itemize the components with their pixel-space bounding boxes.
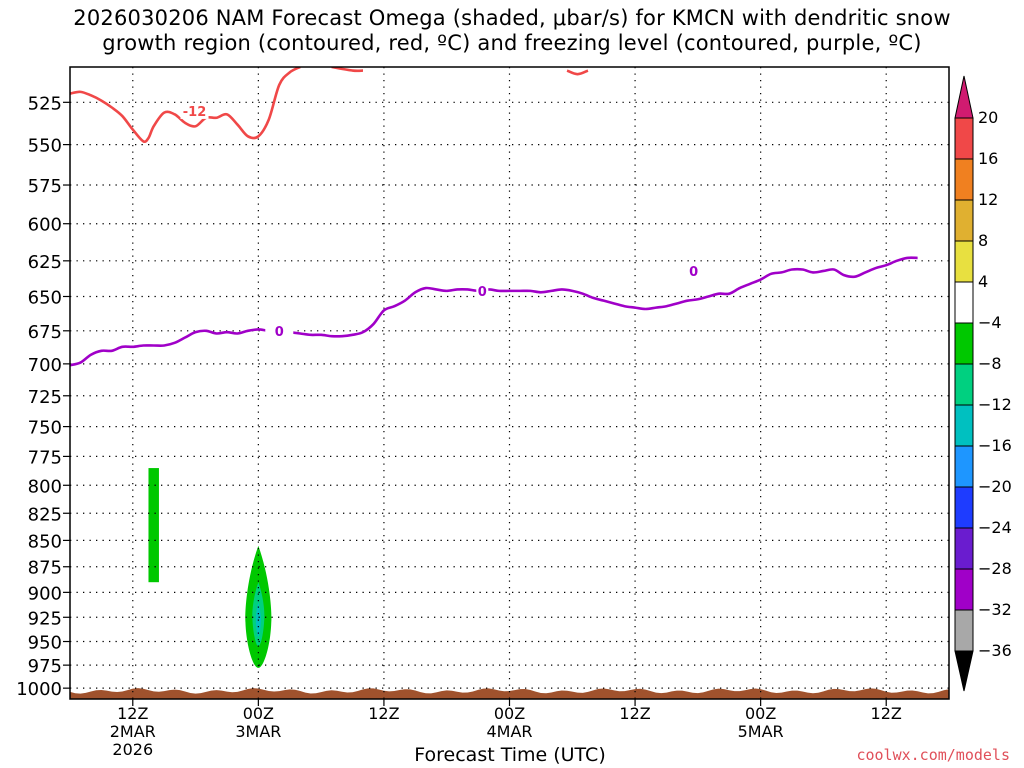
freezing-level-contour — [70, 256, 918, 367]
contour-label-bg — [265, 322, 294, 339]
x-tick-label: 12Z — [117, 704, 148, 723]
x-tick-label: 00Z — [243, 704, 274, 723]
y-tick-label: 725 — [28, 387, 62, 408]
dendritic-growth-contour — [566, 69, 589, 76]
x-axis-title: Forecast Time (UTC) — [414, 744, 606, 766]
colorbar-label: −8 — [978, 354, 1002, 373]
colorbar-label: −32 — [978, 600, 1012, 619]
colorbar-label: 8 — [978, 231, 988, 250]
contour-label: 0 — [478, 285, 487, 300]
colorbar-segment — [954, 568, 974, 611]
colorbar-label: 4 — [978, 272, 988, 291]
colorbar-segment — [954, 363, 974, 406]
contour-label: 0 — [689, 265, 698, 280]
contour-label-bg — [476, 282, 489, 299]
y-tick-label: 775 — [28, 447, 62, 468]
colorbar-top-arrow — [954, 75, 974, 119]
contour-layer — [70, 67, 918, 367]
contour-label-bg — [180, 102, 209, 119]
colorbar-segment — [954, 486, 974, 529]
y-tick-label: 675 — [28, 322, 62, 343]
site-credit: coolwx.com/models — [856, 746, 1010, 764]
y-tick-label: 625 — [28, 252, 62, 273]
chart-title-line-2: growth region (contoured, red, ºC) and f… — [102, 31, 922, 55]
omega-shading-layer — [148, 468, 272, 668]
colorbar-bottom-arrow — [954, 650, 974, 692]
grid-layer — [70, 67, 949, 699]
x-tick-label: 5MAR — [738, 722, 784, 741]
contour-label-layer: -12 0 0 0 — [180, 102, 700, 340]
x-tick-label: 2MAR — [110, 722, 156, 741]
contour-label: -12 — [183, 105, 207, 120]
x-tick-label: 3MAR — [235, 722, 281, 741]
y-tick-label: 850 — [28, 531, 62, 552]
colorbar-label: 12 — [978, 190, 998, 209]
colorbar-label: 16 — [978, 149, 998, 168]
colorbar-segment — [954, 281, 974, 324]
y-tick-label: 600 — [28, 215, 62, 236]
contour-label-bg — [687, 262, 700, 279]
colorbar-segment — [954, 322, 974, 365]
x-tick-label: 00Z — [494, 704, 525, 723]
colorbar-segment — [954, 404, 974, 447]
colorbar-segment — [954, 158, 974, 201]
plot-frame — [69, 66, 950, 700]
y-tick-label: 525 — [28, 93, 62, 114]
colorbar-label: −36 — [978, 641, 1012, 660]
colorbar-label: −16 — [978, 436, 1012, 455]
terrain-surface — [70, 688, 949, 699]
colorbar-segment — [954, 609, 974, 652]
y-tick-label: 550 — [28, 136, 62, 157]
colorbar-label: −12 — [978, 395, 1012, 414]
terrain-layer — [70, 688, 949, 699]
y-tick-label: 575 — [28, 176, 62, 197]
x-tick-label: 12Z — [871, 704, 902, 723]
colorbar-segment — [954, 527, 974, 570]
y-tick-label: 950 — [28, 633, 62, 654]
omega-shade-region — [148, 468, 159, 583]
colorbar-segment — [954, 240, 974, 283]
colorbar-label: −28 — [978, 559, 1012, 578]
y-tick-label: 800 — [28, 476, 62, 497]
y-tick-label: 975 — [28, 656, 62, 677]
colorbar-label: −20 — [978, 477, 1012, 496]
colorbar-label: 20 — [978, 108, 998, 127]
x-tick-label: 4MAR — [486, 722, 532, 741]
x-tick-label: 00Z — [745, 704, 776, 723]
x-tick-label: 2026 — [112, 740, 153, 759]
colorbar: 20 16 12 8 4 −4 −8 −12 −16 −20 −24 −28 −32 −36 — [954, 75, 1012, 692]
y-tick-label: 925 — [28, 608, 62, 629]
x-tick-label: 12Z — [368, 704, 399, 723]
y-tick-label: 650 — [28, 287, 62, 308]
y-tick-label: 900 — [28, 583, 62, 604]
colorbar-label: −24 — [978, 518, 1012, 537]
y-tick-label: 750 — [28, 418, 62, 439]
x-tick-label: 12Z — [619, 704, 650, 723]
y-tick-label: 875 — [28, 558, 62, 579]
colorbar-segment — [954, 117, 974, 160]
dendritic-growth-contour — [331, 67, 364, 73]
y-tick-label: 825 — [28, 504, 62, 525]
contour-label: 0 — [275, 325, 284, 340]
colorbar-segment — [954, 445, 974, 488]
colorbar-segment — [954, 199, 974, 242]
chart-title-line-1: 2026030206 NAM Forecast Omega (shaded, μ… — [73, 6, 951, 30]
y-axis: 525 550 575 600 625 650 675 700 725 750 775 800 825 8… — [16, 93, 70, 700]
colorbar-label: −4 — [978, 313, 1002, 332]
y-tick-label: 700 — [28, 355, 62, 376]
dendritic-growth-contour — [70, 67, 301, 144]
y-tick-label: 1000 — [16, 679, 62, 700]
